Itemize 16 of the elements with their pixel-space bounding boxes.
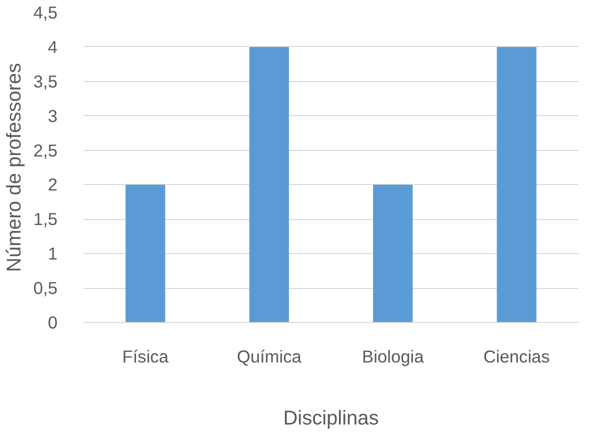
x-axis-title: Disciplinas xyxy=(283,408,379,430)
y-tick-label: 1,5 xyxy=(33,209,58,230)
y-axis-title: Número de professores xyxy=(3,63,26,272)
x-tick-label: Biologia xyxy=(362,346,424,366)
y-tick-label: 1 xyxy=(48,244,58,264)
y-tick-label: 4,5 xyxy=(33,2,58,22)
y-tick-label: 2 xyxy=(48,174,58,195)
x-tick-label: Química xyxy=(236,346,302,366)
y-tick-label: 0 xyxy=(48,312,58,332)
x-tick-label: Física xyxy=(122,346,169,366)
y-tick-label: 2,5 xyxy=(33,140,58,160)
y-tick-label: 3 xyxy=(48,106,58,126)
y-tick-label: 3,5 xyxy=(33,71,58,92)
x-tick-label: Ciencias xyxy=(483,346,550,366)
y-tick-label: 0,5 xyxy=(33,278,58,298)
y-tick-label: 4 xyxy=(48,36,58,57)
